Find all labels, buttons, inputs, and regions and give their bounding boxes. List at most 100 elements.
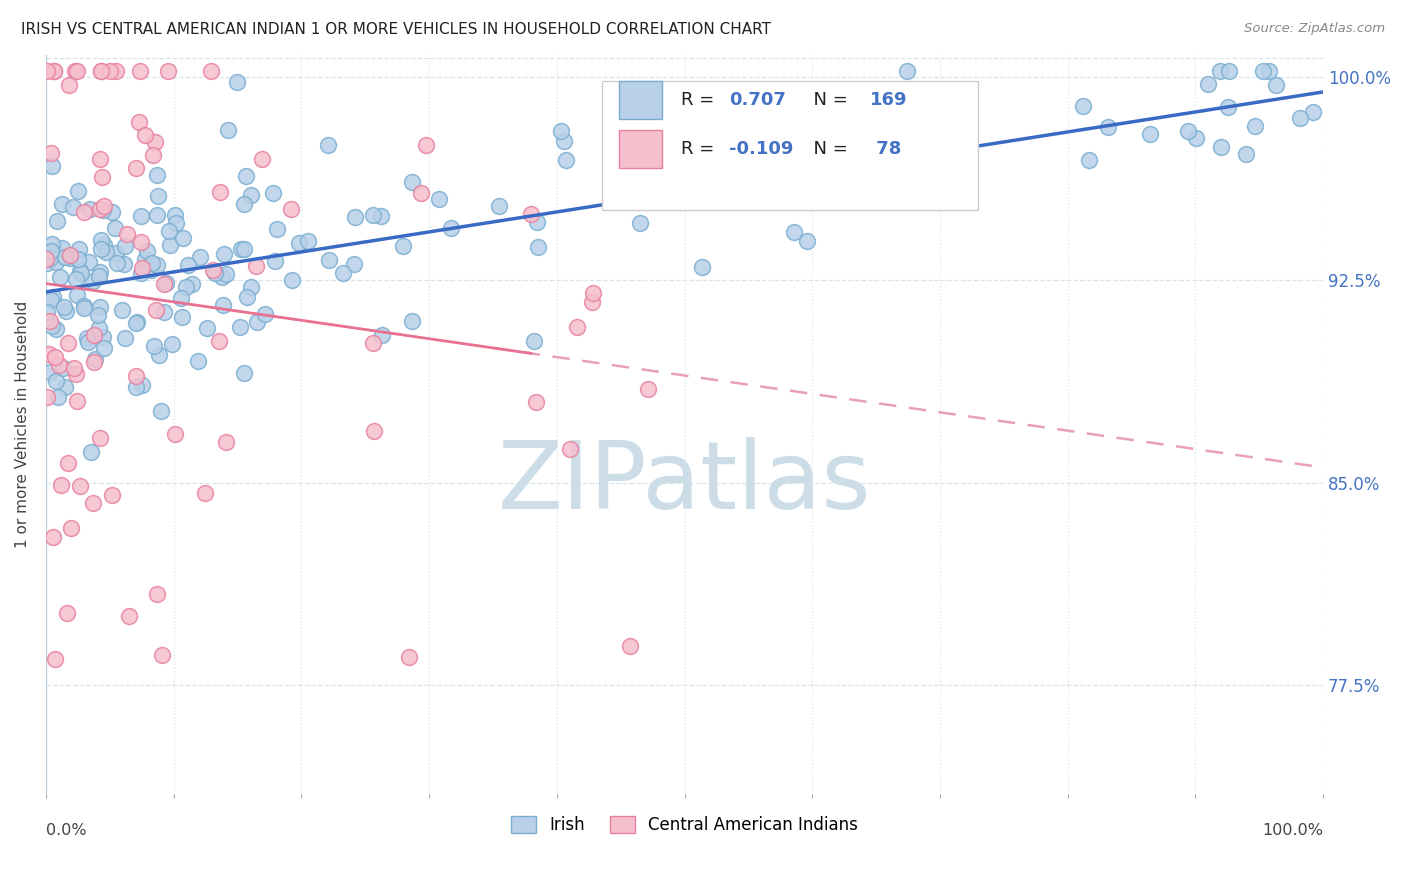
Point bbox=[114, 239, 136, 253]
Point bbox=[114, 331, 136, 345]
Point bbox=[35, 304, 58, 318]
Point bbox=[55, 304, 77, 318]
Text: ZIPatlas: ZIPatlas bbox=[498, 437, 872, 530]
Point bbox=[124, 369, 146, 384]
Point bbox=[39, 146, 62, 161]
Point bbox=[619, 640, 641, 654]
Text: N =: N = bbox=[801, 91, 853, 109]
Point bbox=[51, 197, 73, 211]
Point bbox=[1251, 64, 1274, 78]
Point bbox=[104, 245, 127, 260]
Point bbox=[188, 250, 211, 264]
Point bbox=[93, 341, 115, 355]
Point bbox=[44, 652, 66, 666]
Point bbox=[53, 380, 76, 394]
Point bbox=[76, 335, 98, 350]
Point bbox=[1244, 120, 1267, 134]
Point bbox=[35, 252, 58, 266]
Point bbox=[129, 235, 152, 249]
Point bbox=[89, 152, 111, 166]
Point bbox=[41, 244, 63, 258]
Point bbox=[262, 186, 284, 200]
Point bbox=[211, 269, 233, 284]
Point bbox=[46, 390, 69, 404]
Point bbox=[526, 215, 548, 229]
Point bbox=[217, 122, 239, 136]
Point bbox=[215, 267, 238, 281]
Point bbox=[93, 330, 115, 344]
Point bbox=[193, 486, 215, 500]
Point bbox=[361, 335, 384, 350]
Point bbox=[79, 202, 101, 216]
Point bbox=[66, 393, 89, 408]
Point bbox=[128, 115, 150, 129]
Point bbox=[1177, 124, 1199, 138]
Point bbox=[174, 280, 197, 294]
Point bbox=[288, 235, 311, 250]
Point bbox=[44, 64, 66, 78]
Point bbox=[212, 298, 235, 312]
Point bbox=[87, 269, 110, 284]
Point bbox=[1257, 64, 1279, 78]
Point bbox=[46, 214, 69, 228]
Point bbox=[401, 174, 423, 188]
Point bbox=[38, 252, 60, 266]
Point bbox=[101, 487, 124, 501]
Point bbox=[89, 431, 111, 445]
Point bbox=[1234, 147, 1257, 161]
Point bbox=[896, 64, 918, 78]
FancyBboxPatch shape bbox=[602, 81, 979, 211]
Point bbox=[427, 192, 450, 206]
Text: Source: ZipAtlas.com: Source: ZipAtlas.com bbox=[1244, 22, 1385, 36]
Point bbox=[555, 153, 578, 167]
Point bbox=[62, 361, 84, 376]
Point bbox=[637, 382, 659, 396]
Point bbox=[235, 169, 257, 184]
Point bbox=[146, 189, 169, 203]
Point bbox=[225, 75, 247, 89]
Point bbox=[159, 238, 181, 252]
Point bbox=[1185, 131, 1208, 145]
Point bbox=[524, 394, 547, 409]
Point bbox=[111, 302, 134, 317]
Point bbox=[69, 479, 91, 493]
Point bbox=[38, 347, 60, 361]
Point bbox=[232, 242, 254, 256]
Point bbox=[1302, 105, 1324, 120]
Point bbox=[264, 254, 287, 268]
Point bbox=[565, 320, 588, 334]
Point bbox=[153, 277, 176, 291]
Point bbox=[628, 216, 651, 230]
Point bbox=[280, 202, 302, 216]
Point bbox=[135, 244, 157, 258]
Point bbox=[266, 221, 288, 235]
Point bbox=[77, 255, 100, 269]
Point bbox=[370, 210, 392, 224]
Bar bbox=[620, 129, 662, 168]
Point bbox=[59, 252, 82, 266]
Text: R =: R = bbox=[681, 91, 720, 109]
Point bbox=[52, 360, 75, 375]
Point bbox=[756, 121, 779, 136]
Point bbox=[246, 315, 269, 329]
Point bbox=[550, 124, 572, 138]
Point bbox=[832, 144, 855, 158]
Point bbox=[73, 299, 96, 313]
Point bbox=[187, 353, 209, 368]
Point bbox=[129, 64, 152, 78]
Point bbox=[56, 456, 79, 470]
Point bbox=[59, 248, 82, 262]
Point bbox=[233, 366, 256, 380]
Point bbox=[45, 321, 67, 335]
Point bbox=[60, 520, 83, 534]
Point bbox=[93, 202, 115, 217]
Point bbox=[1216, 100, 1239, 114]
Point bbox=[139, 262, 162, 277]
Point bbox=[232, 197, 254, 211]
Point bbox=[125, 380, 148, 394]
Point bbox=[145, 208, 167, 222]
Point bbox=[343, 257, 366, 271]
Point bbox=[1097, 120, 1119, 135]
Point bbox=[165, 216, 187, 230]
Point bbox=[1209, 64, 1232, 78]
